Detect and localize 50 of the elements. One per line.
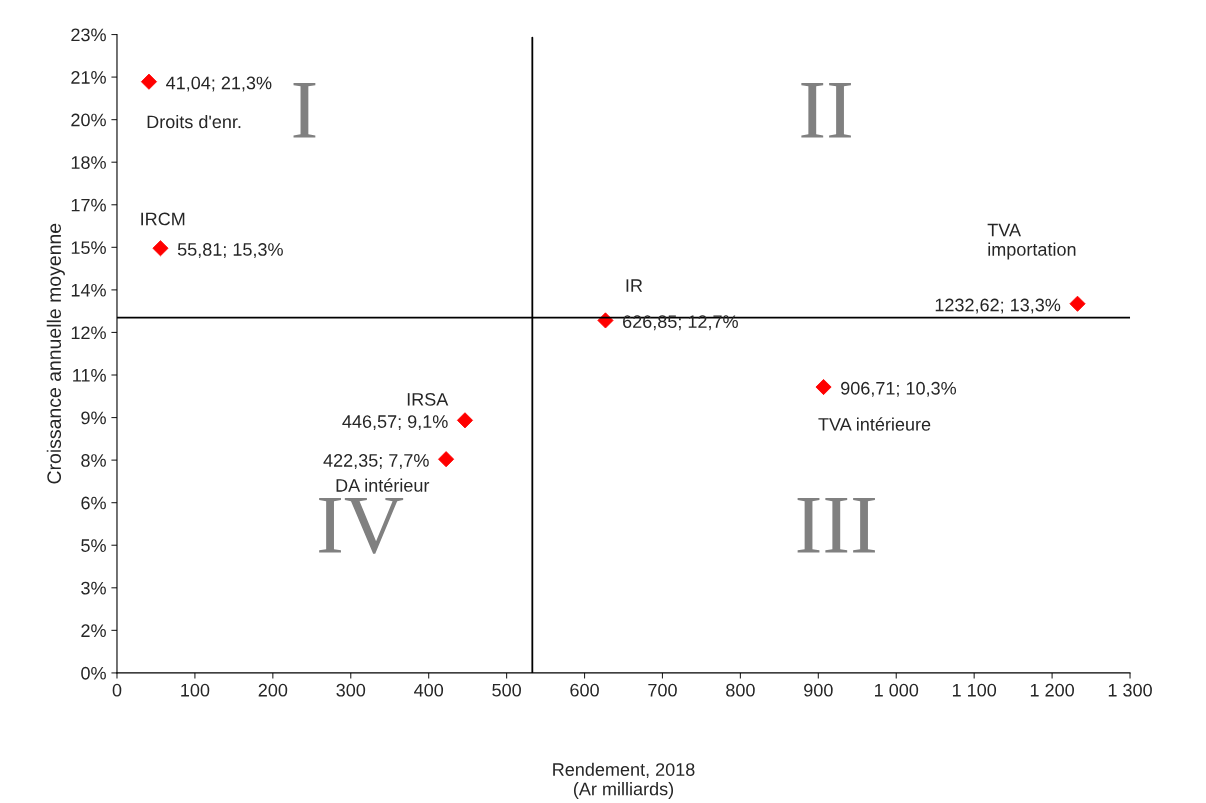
y-tick-label: 18% (71, 156, 106, 169)
y-tick-label: 23% (71, 28, 106, 42)
text: 41,04; 21,3% (166, 76, 272, 92)
y-axis-title: Croissance annuelle moyenne (46, 223, 65, 484)
x-tick-label: 300 (336, 683, 366, 697)
x-tick-label: 200 (258, 683, 288, 697)
annotation: I (293, 82, 316, 138)
annotation: DA intérieur (336, 478, 430, 492)
y-tick-label: 20% (71, 113, 106, 127)
x-tick-label: 400 (414, 683, 444, 697)
y-tick-label: 5% (81, 539, 106, 552)
text: 1232,62; 13,3% (935, 298, 1061, 314)
x-tick-label: 0 (112, 683, 122, 697)
y-tick-label: 21% (71, 71, 106, 84)
annotation: TVA intérieure (818, 417, 931, 431)
text: 906,71; 10,3% (841, 381, 957, 397)
x-tick-label: 900 (804, 683, 833, 697)
annotation: IV (319, 497, 404, 554)
y-tick-label: 3% (81, 581, 106, 595)
x-tick-label: 800 (726, 683, 755, 697)
y-tick-label: 15% (71, 241, 106, 255)
text: 55,81; 15,3% (177, 243, 283, 259)
annotation: TVA importation (987, 223, 1076, 260)
x-tick-label: 700 (648, 683, 677, 697)
text: 626,85; 12,7% (623, 315, 738, 331)
x-tick-label: 600 (570, 683, 599, 697)
x-tick-label: 1 100 (952, 683, 997, 697)
x-tick-label: 100 (181, 683, 210, 697)
text: 422,35; 7,7% (323, 454, 429, 469)
x-tick-label: 1 300 (1108, 683, 1152, 697)
y-tick-label: 9% (81, 411, 106, 425)
x-axis-title: Rendement, 2018 (Ar milliards) (553, 762, 695, 799)
x-tick-label: 500 (492, 683, 521, 697)
x-tick-label: 1 000 (875, 683, 919, 697)
text: 446,57; 9,1% (342, 415, 448, 431)
y-tick-label: 14% (71, 283, 106, 297)
annotation: Droits d'enr. (147, 114, 241, 129)
y-tick-label: 11% (73, 369, 106, 382)
y-tick-label: 2% (81, 624, 106, 638)
y-tick-label: 6% (81, 496, 106, 510)
annotation: II (801, 82, 851, 138)
annotation: IRSA (407, 392, 449, 406)
y-tick-label: 8% (81, 454, 106, 467)
y-tick-label: 12% (71, 326, 106, 340)
x-tick-label: 1 200 (1030, 683, 1074, 697)
y-tick-label: 17% (71, 198, 106, 212)
annotation: IRCM (141, 212, 185, 226)
annotation: III (797, 497, 875, 553)
annotation: IR (626, 279, 643, 292)
y-tick-label: 0% (81, 666, 106, 680)
